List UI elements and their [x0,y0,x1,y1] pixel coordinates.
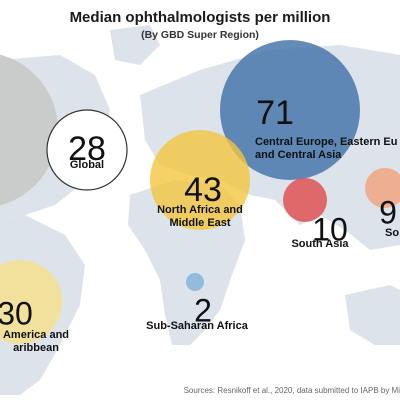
region-label-latin-america-line-1: America and [3,329,69,341]
region-label-central-europe-line-2: and Central Asia [255,149,342,161]
bubble-central-europe [220,40,360,180]
landmass-australia [345,285,400,345]
chart-title: Median ophthalmologists per million [70,9,331,26]
bubble-southeast-asia [365,168,400,208]
value-label-sub-saharan: 2 [194,292,212,328]
value-label-global: 28 [68,130,106,168]
region-label-central-europe-line-1: Central Europe, Eastern Eu [255,136,397,148]
landmass-greenland [110,25,160,65]
value-label-southeast-asia: 9 [379,194,397,230]
region-label-global-line-1: Global [70,159,104,171]
region-label-sub-saharan-line-1: Sub-Saharan Africa [146,320,249,332]
bubble-high-income [0,54,58,206]
value-label-north-africa: 43 [184,171,222,209]
chart-subtitle: (By GBD Super Region) [141,29,259,41]
region-label-southeast-asia-line-1: So [385,227,399,239]
bubble-sub-saharan [186,273,204,291]
bubble-global [46,109,128,191]
region-label-north-africa-line-1: North Africa and [157,204,243,216]
value-label-latin-america: 30 [0,295,33,331]
bubble-south-asia [283,178,327,222]
value-label-south-asia: 10 [312,211,348,247]
bubble-north-africa [150,130,250,230]
region-label-latin-america-line-2: aribbean [13,342,59,354]
bubble-latin-america [0,260,62,344]
source-note: Sources: Resnikoff et al., 2020, data su… [184,386,400,395]
region-label-south-asia-line-1: South Asia [291,238,349,250]
value-label-central-europe: 71 [256,94,294,132]
region-label-north-africa-line-2: Middle East [169,217,230,229]
